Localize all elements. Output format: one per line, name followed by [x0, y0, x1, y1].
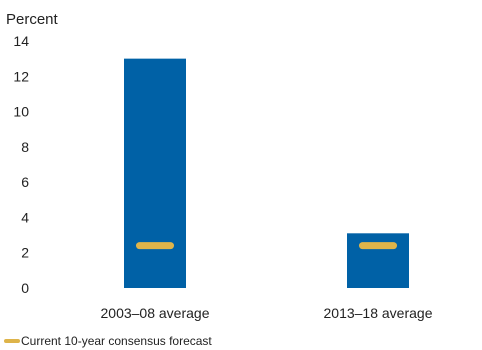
bar — [124, 58, 186, 289]
y-tick-label: 10 — [13, 104, 29, 120]
forecast-mark — [136, 242, 174, 250]
y-tick-label: 12 — [13, 68, 29, 84]
legend: Current 10-year consensus forecast — [4, 334, 212, 348]
category-label: 2003–08 average — [101, 305, 210, 321]
bars — [124, 58, 409, 289]
y-tick-label: 14 — [13, 33, 29, 49]
category-label: 2013–18 average — [324, 305, 433, 321]
y-tick-label: 0 — [21, 280, 29, 296]
x-axis-labels: 2003–08 average 2013–18 average — [101, 305, 433, 321]
forecast-mark — [359, 242, 397, 250]
legend-label: Current 10-year consensus forecast — [21, 334, 212, 348]
y-unit-label: Percent — [6, 11, 59, 28]
y-tick-label: 2 — [21, 245, 29, 261]
y-axis-ticks: 0 2 4 6 8 10 12 14 — [13, 33, 29, 296]
forecast-marks — [136, 242, 397, 250]
y-tick-label: 4 — [21, 209, 29, 225]
bar — [347, 233, 409, 288]
legend-swatch — [4, 339, 20, 343]
y-tick-label: 6 — [21, 174, 29, 190]
y-tick-label: 8 — [21, 139, 29, 155]
